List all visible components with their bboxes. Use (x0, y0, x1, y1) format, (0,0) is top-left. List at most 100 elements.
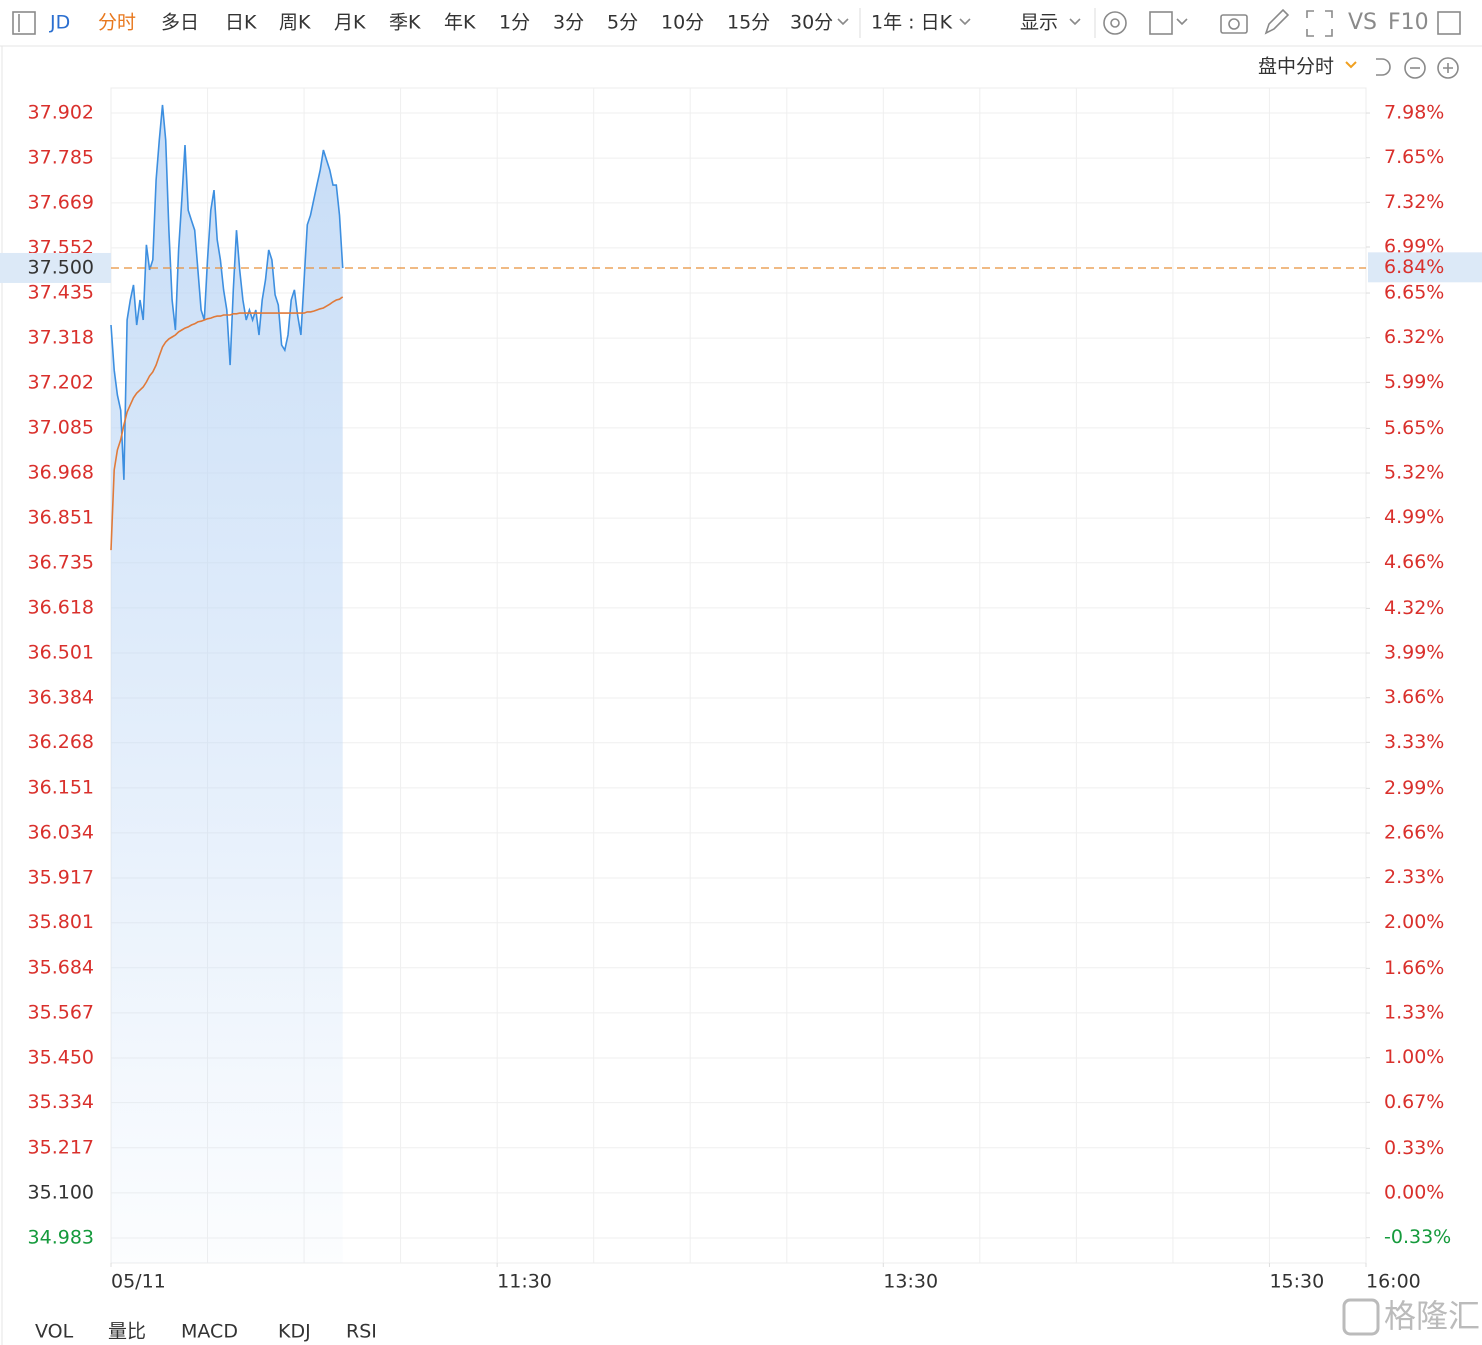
y2-tick-label: 0.00% (1384, 1182, 1444, 1204)
price-line (110, 104, 344, 480)
panel-toggle[interactable] (1437, 11, 1461, 35)
y2-tick-label: 6.99% (1384, 236, 1444, 258)
period-tab[interactable]: 15分 (727, 12, 770, 34)
settings-icon[interactable] (1103, 11, 1127, 35)
symbol[interactable]: JD (49, 12, 70, 34)
y2-tick-label: 1.66% (1384, 957, 1444, 979)
x-tick-label: 05/11 (111, 1271, 166, 1293)
y2-tick-label: 3.33% (1384, 731, 1444, 753)
y-tick-label: 35.334 (28, 1091, 94, 1113)
price-area (111, 105, 343, 1263)
y-tick-label: 35.450 (28, 1046, 94, 1068)
period-tab[interactable]: 分时 (98, 12, 136, 34)
y2-tick-label: 7.65% (1384, 146, 1444, 168)
y2-tick-label: 2.00% (1384, 911, 1444, 933)
y-tick-label: 36.968 (28, 461, 94, 483)
period-tab[interactable]: 5分 (607, 12, 638, 34)
x-tick-label: 13:30 (883, 1271, 938, 1293)
y2-tick-label: 0.33% (1384, 1137, 1444, 1159)
y2-tick-label: 6.65% (1384, 282, 1444, 304)
period-select[interactable]: 1年 : 日K (871, 12, 953, 34)
period-tab[interactable]: 周K (279, 12, 311, 34)
y-tick-label: 36.851 (28, 507, 94, 529)
y2-tick-label: 0.67% (1384, 1091, 1444, 1113)
y2-tick-label: 5.32% (1384, 462, 1444, 484)
screenshot-icon[interactable] (1220, 14, 1248, 34)
y2-tick-label: 2.66% (1384, 822, 1444, 844)
settings-icon (1110, 18, 1120, 28)
x-tick-label: 11:30 (497, 1271, 552, 1293)
watermark: 格隆汇 (1384, 1297, 1480, 1335)
indicator-tab[interactable]: 量比 (108, 1321, 146, 1343)
y-tick-label: 35.567 (28, 1001, 94, 1023)
vs-button[interactable]: VS (1348, 10, 1377, 35)
y-tick-label: 37.202 (28, 371, 94, 393)
period-tab[interactable]: 季K (389, 12, 421, 34)
y2-tick-label: 7.32% (1384, 191, 1444, 213)
period-tab[interactable]: 年K (444, 12, 476, 34)
dropdown-arrow (837, 18, 1188, 26)
period-tab[interactable]: 月K (334, 12, 366, 34)
y2-tick-label: 5.99% (1384, 371, 1444, 393)
y-tick-label: 35.684 (28, 956, 94, 978)
period-tab[interactable]: 多日 (161, 12, 199, 34)
indicator-tab[interactable]: VOL (35, 1321, 74, 1343)
y2-tick-label: 6.32% (1384, 326, 1444, 348)
y-tick-label: 35.100 (28, 1181, 94, 1203)
y-tick-label: 36.268 (28, 731, 94, 753)
y-tick-label: 36.151 (28, 776, 94, 798)
period-tab[interactable]: 10分 (661, 12, 704, 34)
y-tick-label: 35.917 (28, 867, 94, 889)
y-tick-label: 34.983 (28, 1226, 94, 1248)
y-tick-label: 37.785 (28, 147, 94, 169)
y2-tick-label: 7.98% (1384, 102, 1444, 124)
f10-button[interactable]: F10 (1388, 10, 1429, 35)
zoom-in[interactable] (1437, 57, 1459, 79)
y-tick-label: 36.618 (28, 596, 94, 618)
y2-tick-label: 4.99% (1384, 506, 1444, 528)
y2-tick-label: 2.33% (1384, 866, 1444, 888)
period-tab[interactable]: 3分 (553, 12, 584, 34)
y2-tick-label: 2.99% (1384, 777, 1444, 799)
y-tick-label: 37.435 (28, 282, 94, 304)
y2-tick-label: 3.66% (1384, 686, 1444, 708)
y-tick-label: 37.318 (28, 327, 94, 349)
indicator-tab[interactable]: RSI (346, 1321, 377, 1343)
y-tick-label: 35.801 (28, 911, 94, 933)
y2-tick-label: 5.65% (1384, 417, 1444, 439)
watermark-logo (1342, 1298, 1380, 1336)
period-tab[interactable]: 日K (225, 12, 257, 34)
y-tick-label: 35.217 (28, 1136, 94, 1158)
y-tick-label: 36.384 (28, 687, 94, 709)
y-tick-label: 37.085 (28, 416, 94, 438)
zoom-in (1443, 63, 1453, 73)
draw-icon[interactable] (1264, 8, 1290, 35)
display-menu[interactable]: 显示 (1020, 12, 1058, 34)
y2-tick-label: 1.00% (1384, 1046, 1444, 1068)
sidebar-toggle[interactable] (12, 11, 36, 35)
y2-tick-label: -0.33% (1384, 1226, 1451, 1248)
last-price-box (0, 252, 111, 283)
x-tick-label: 16:00 (1366, 1271, 1421, 1293)
y-tick-label: 36.501 (28, 641, 94, 663)
y-tick-label: 37.902 (28, 102, 94, 124)
last-pct-box (1368, 252, 1482, 283)
reset-icon[interactable] (1376, 58, 1391, 76)
period-tab[interactable]: 1分 (499, 12, 530, 34)
y-tick-label: 36.735 (28, 551, 94, 573)
layout-icon[interactable] (1149, 11, 1173, 35)
y2-tick-label: 4.32% (1384, 597, 1444, 619)
x-tick-label: 15:30 (1269, 1271, 1324, 1293)
mode-select[interactable]: 盘中分时 (1258, 56, 1334, 78)
period-tab[interactable]: 30分 (790, 12, 833, 34)
dropdown-arrow (1345, 61, 1357, 69)
y-tick-label: 37.669 (28, 191, 94, 213)
indicator-tab[interactable]: KDJ (278, 1321, 311, 1343)
y-tick-label: 37.552 (28, 236, 94, 258)
fullscreen-icon[interactable] (1306, 10, 1333, 37)
indicator-tab[interactable]: MACD (181, 1321, 238, 1343)
y2-tick-label: 4.66% (1384, 551, 1444, 573)
y2-tick-label: 1.33% (1384, 1002, 1444, 1024)
zoom-out[interactable] (1404, 57, 1426, 79)
